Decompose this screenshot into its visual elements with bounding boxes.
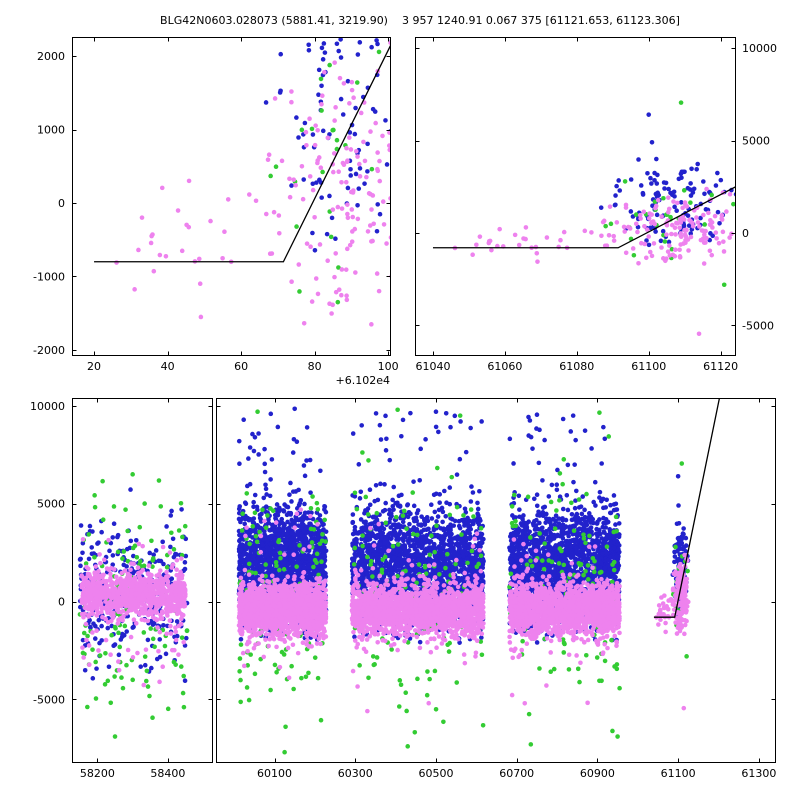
- figure-title: BLG42N0603.028073 (5881.41, 3219.90) 3 9…: [160, 14, 680, 27]
